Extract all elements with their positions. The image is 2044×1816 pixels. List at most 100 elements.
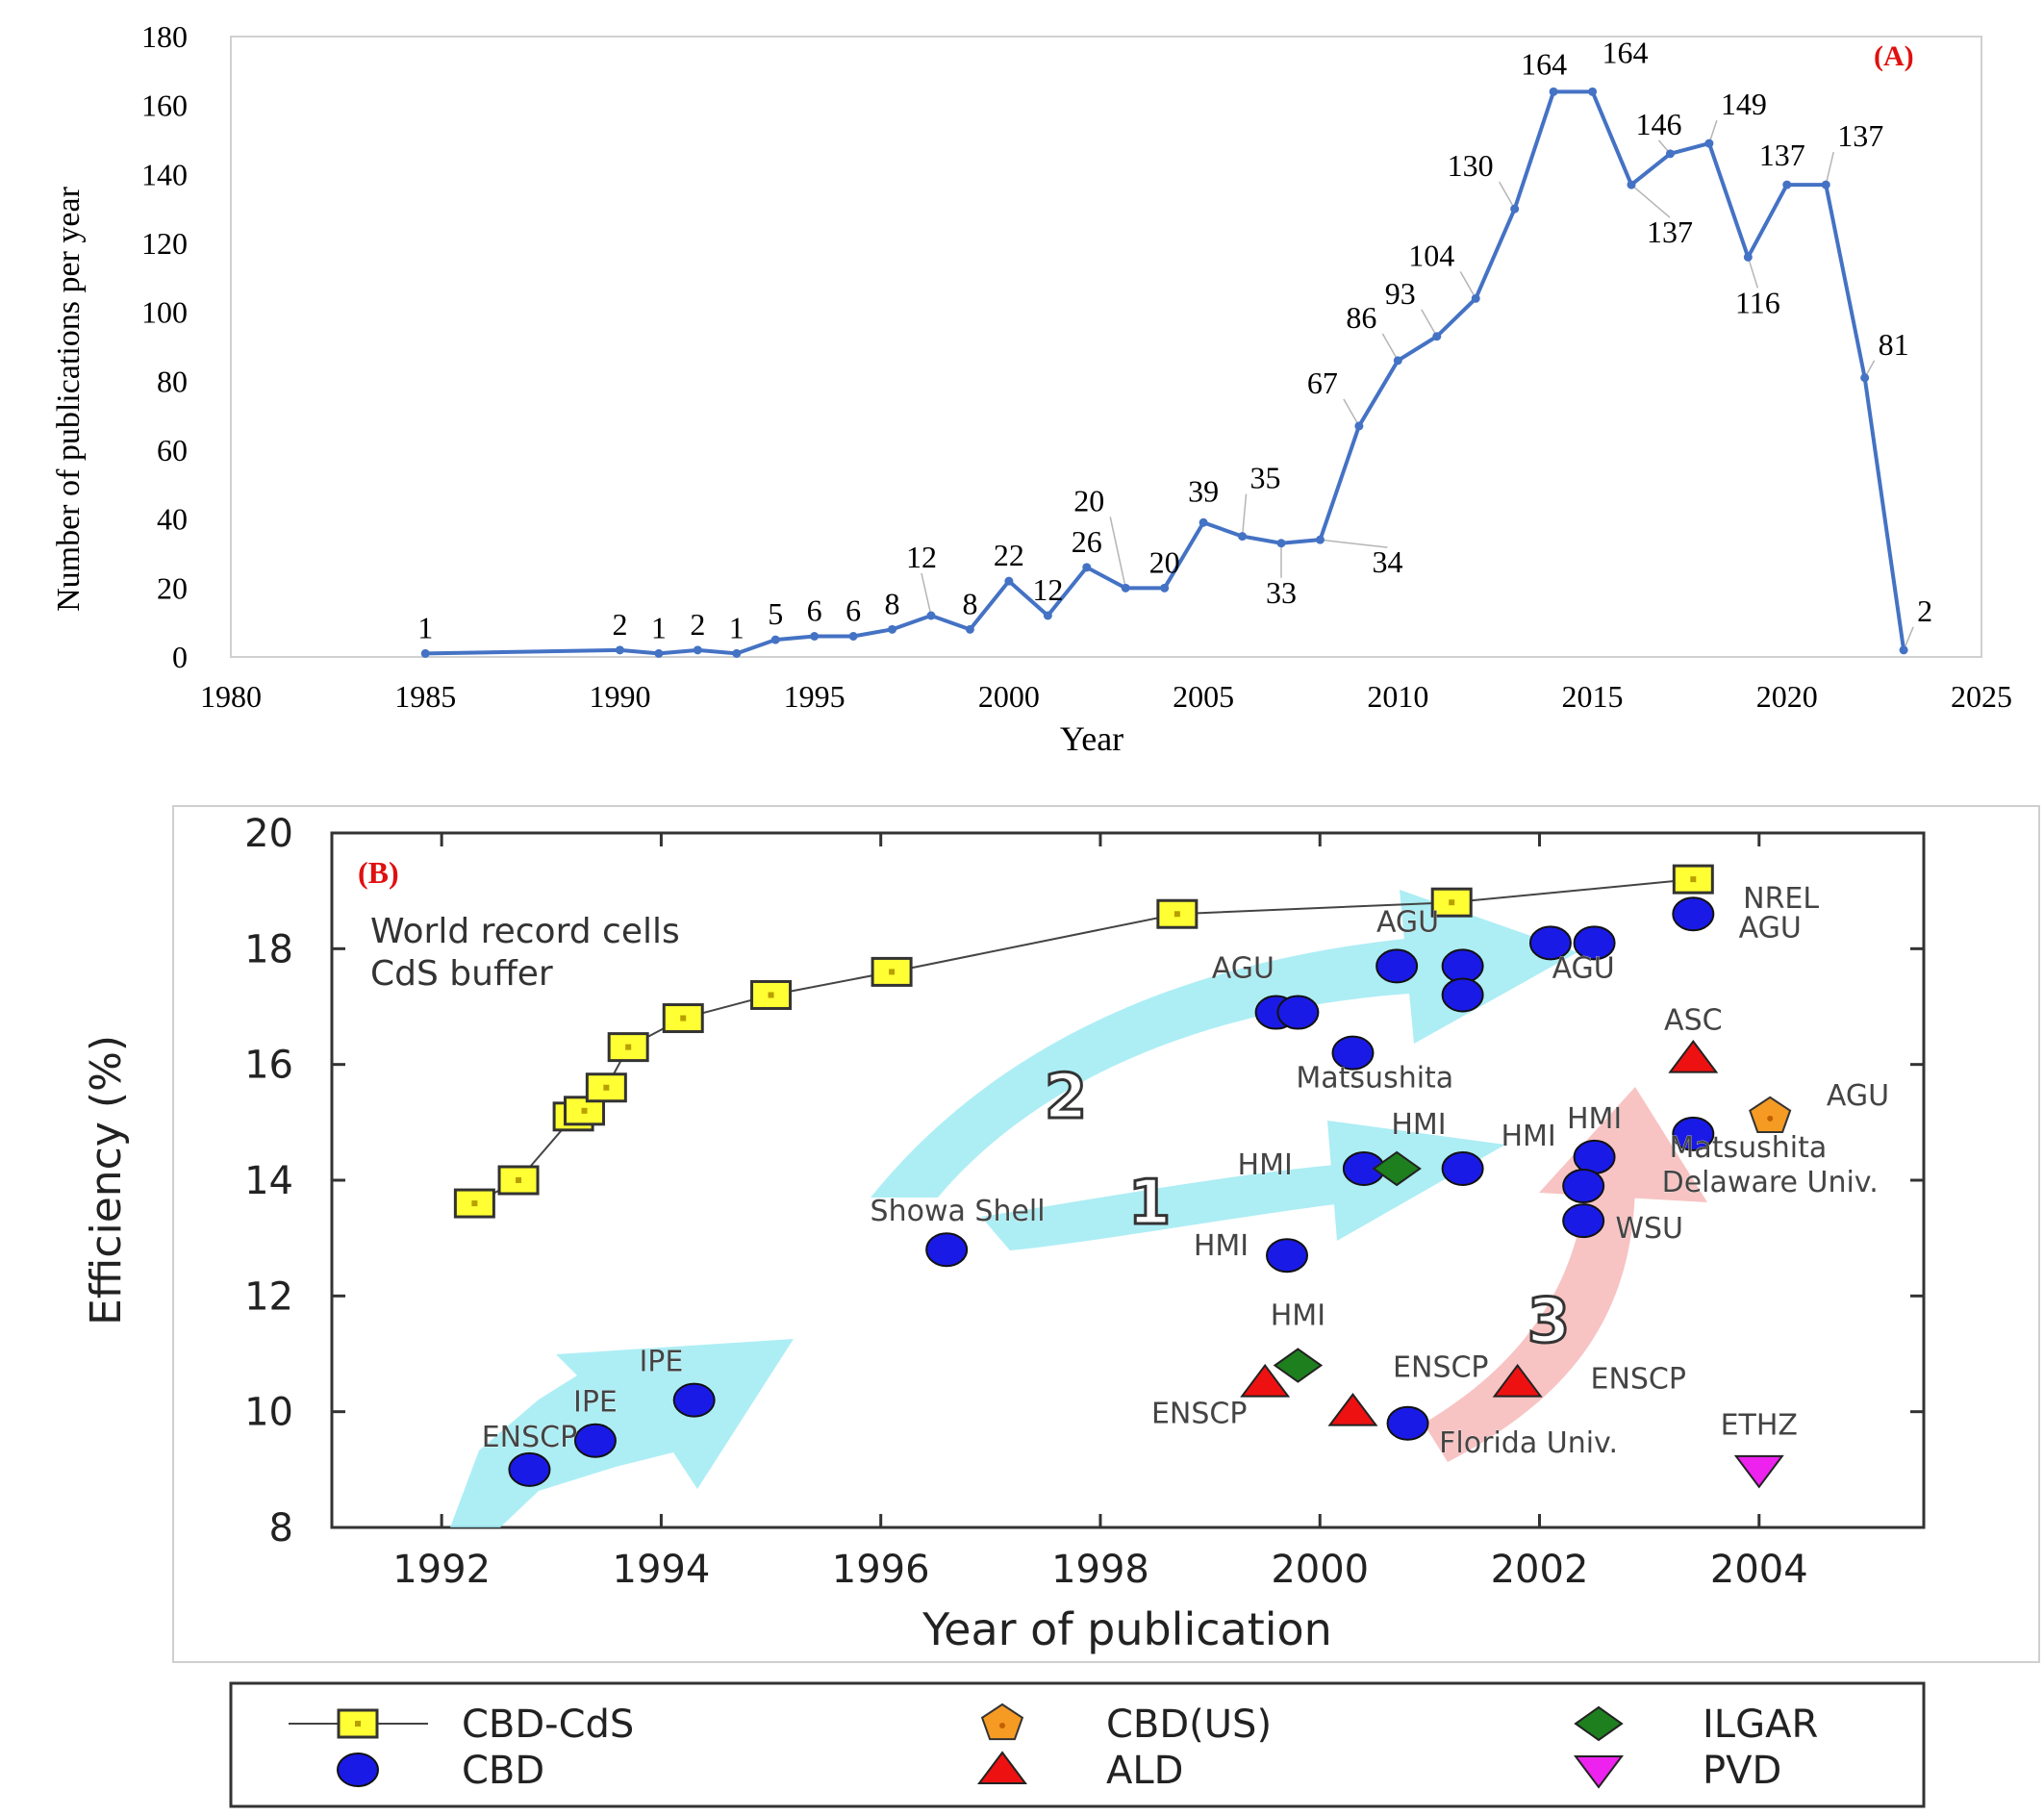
- panel-a-x-tick-5: 2005: [1173, 679, 1234, 714]
- annotation-1: IPE: [573, 1386, 618, 1420]
- panel-b-y-tick-0: 8: [269, 1506, 293, 1551]
- panel-a-data-label-2022: 81: [1879, 327, 1909, 362]
- marker-cbd-us--0: [1749, 1096, 1792, 1133]
- panel-a-data-label-2010: 86: [1346, 300, 1376, 335]
- panel-a-data-label-1997: 8: [885, 586, 900, 620]
- trend-arrow-1-head: [1327, 1121, 1505, 1241]
- marker-cbd-17: [1562, 1169, 1605, 1204]
- legend-label-5: PVD: [1703, 1749, 1781, 1793]
- panel-a-data-label-1999: 8: [962, 586, 977, 620]
- marker-ilgar-1: [1372, 1150, 1422, 1187]
- panel-a-y-tick-7: 140: [141, 157, 188, 191]
- panel-a-data-label-1998: 12: [906, 540, 937, 574]
- panel-b-title-line-2: CdS buffer: [370, 954, 553, 994]
- panel-a-label: (A): [1874, 40, 1914, 72]
- panel-a-data-label-2000: 22: [994, 538, 1024, 572]
- marker-cbd-7: [1375, 948, 1419, 984]
- annotation-3: Showa Shell: [871, 1195, 1046, 1228]
- panel-a-y-tick-3: 60: [157, 433, 188, 467]
- arrow-label-1: 1: [1128, 1168, 1172, 1239]
- panel-a-data-label-2006: 35: [1250, 461, 1281, 495]
- annotation-19: HMI: [1194, 1229, 1249, 1263]
- marker-cbd-19: [1672, 1116, 1715, 1151]
- panel-a-y-tick-8: 160: [141, 88, 188, 123]
- panel-a-x-tick-7: 2015: [1562, 679, 1624, 714]
- panel-a-x-tick-0: 1980: [200, 679, 262, 714]
- panel-a-leader-2019: [1747, 257, 1759, 289]
- panel-a-data-label-2018: 149: [1721, 87, 1767, 121]
- annotation-13: HMI: [1501, 1120, 1555, 1153]
- panel-a-point-2021: [1821, 180, 1830, 189]
- annotation-10: ASC: [1664, 1004, 1723, 1038]
- panel-b-x-tick-5: 2002: [1491, 1548, 1589, 1592]
- marker-cbd-20: [1386, 1405, 1429, 1441]
- annotation-4: AGU: [1212, 951, 1274, 985]
- panel-b-y-tick-2: 12: [244, 1274, 293, 1319]
- panel-a-leader-2013: [1499, 181, 1516, 210]
- panel-a-point-2004: [1160, 583, 1170, 593]
- marker-cbd-12: [1672, 896, 1715, 932]
- panel-a-data-label-2016: 137: [1647, 214, 1693, 249]
- legend-item-ald: ALD: [977, 1749, 1183, 1793]
- panel-a-point-2009: [1354, 421, 1364, 431]
- annotation-25: ETHZ: [1721, 1409, 1798, 1443]
- panel-a-data-label-1985: 1: [417, 610, 433, 644]
- annotation-5: AGU: [1376, 905, 1439, 939]
- panel-a-point-1985: [420, 648, 430, 658]
- panel-b-grid: [332, 831, 1924, 1529]
- marker-cbd-13: [1266, 1238, 1308, 1274]
- annotation-9: Matsushita: [1296, 1062, 1453, 1096]
- legend-marker-0: [337, 1708, 379, 1739]
- panel-a-points: [420, 87, 1908, 658]
- marker-cbd-6: [1331, 1035, 1375, 1071]
- panel-a-point-2008: [1315, 535, 1325, 544]
- panel-a-point-1999: [965, 624, 974, 634]
- panel-a-x-ticks: 1980 1985 1990 1995 2000 2005 2010 2015 2020 2025: [200, 679, 2012, 714]
- legend-marker-4: [977, 1751, 1027, 1784]
- panel-a-point-1994: [770, 635, 780, 644]
- panel-a-data-label-2012: 104: [1408, 238, 1454, 272]
- legend-item-cbd-us-: CBD(US): [980, 1702, 1272, 1747]
- panel-a-point-2020: [1782, 180, 1792, 189]
- marker-cbd-1: [573, 1423, 617, 1458]
- panel-a-point-2014: [1549, 87, 1558, 96]
- panel-a-point-2001: [1043, 611, 1052, 620]
- panel-a-leader-2016: [1630, 184, 1671, 218]
- marker-cbd-cds-6: [662, 1003, 704, 1034]
- marker-cbd-cds-1: [497, 1165, 540, 1196]
- panel-a-x-tick-2: 1990: [589, 679, 650, 714]
- panel-a-data-label-2013: 130: [1448, 148, 1494, 183]
- panel-b-x-tick-6: 2004: [1710, 1548, 1808, 1592]
- panel-a-data-label-2019: 116: [1735, 285, 1780, 319]
- panel-b: 8 10 12 14 16 18 20 1992 1994 1996 1998 2000 2002 20…: [82, 805, 2040, 1663]
- trend-arrow-3-body: [1424, 1178, 1635, 1462]
- arrow-label-3: 3: [1527, 1286, 1571, 1357]
- panel-b-x-tick-4: 2000: [1271, 1548, 1369, 1592]
- legend-label-2: ILGAR: [1703, 1702, 1818, 1747]
- marker-cbd-cds-7: [750, 979, 793, 1010]
- annotation-11: HMI: [1391, 1108, 1446, 1142]
- annotation-7: NREL: [1743, 882, 1819, 916]
- panel-a-data-label-1991: 1: [651, 610, 667, 644]
- panel-a-leader-2003: [1109, 517, 1126, 589]
- panel-a-data-label-1992: 2: [690, 607, 705, 642]
- legend-label-0: CBD-CdS: [462, 1702, 634, 1747]
- panel-a-point-2012: [1471, 293, 1480, 303]
- annotation-24: Florida Univ.: [1439, 1426, 1618, 1460]
- panel-b-x-ticks: 1992 1994 1996 1998 2000 2002 2004: [392, 1548, 1807, 1592]
- panel-a-y-tick-4: 80: [157, 364, 188, 398]
- panel-a-y-axis-label: Number of publications per year: [51, 186, 87, 612]
- panel-a-point-1992: [693, 645, 702, 655]
- annotation-0: ENSCP: [482, 1421, 577, 1454]
- panel-a-leader-2010: [1381, 333, 1399, 362]
- trend-arrow-1-body: [981, 1164, 1351, 1250]
- marker-cbd-10: [1528, 925, 1572, 961]
- legend-marker-3: [337, 1753, 379, 1787]
- marker-cbd-cds-11: [1672, 864, 1714, 895]
- panel-a-point-2003: [1121, 583, 1130, 593]
- panel-a-leader-2009: [1343, 398, 1360, 427]
- legend-item-pvd: PVD: [1574, 1749, 1781, 1793]
- panel-a-point-2015: [1588, 87, 1598, 96]
- panel-a-point-1998: [926, 611, 936, 620]
